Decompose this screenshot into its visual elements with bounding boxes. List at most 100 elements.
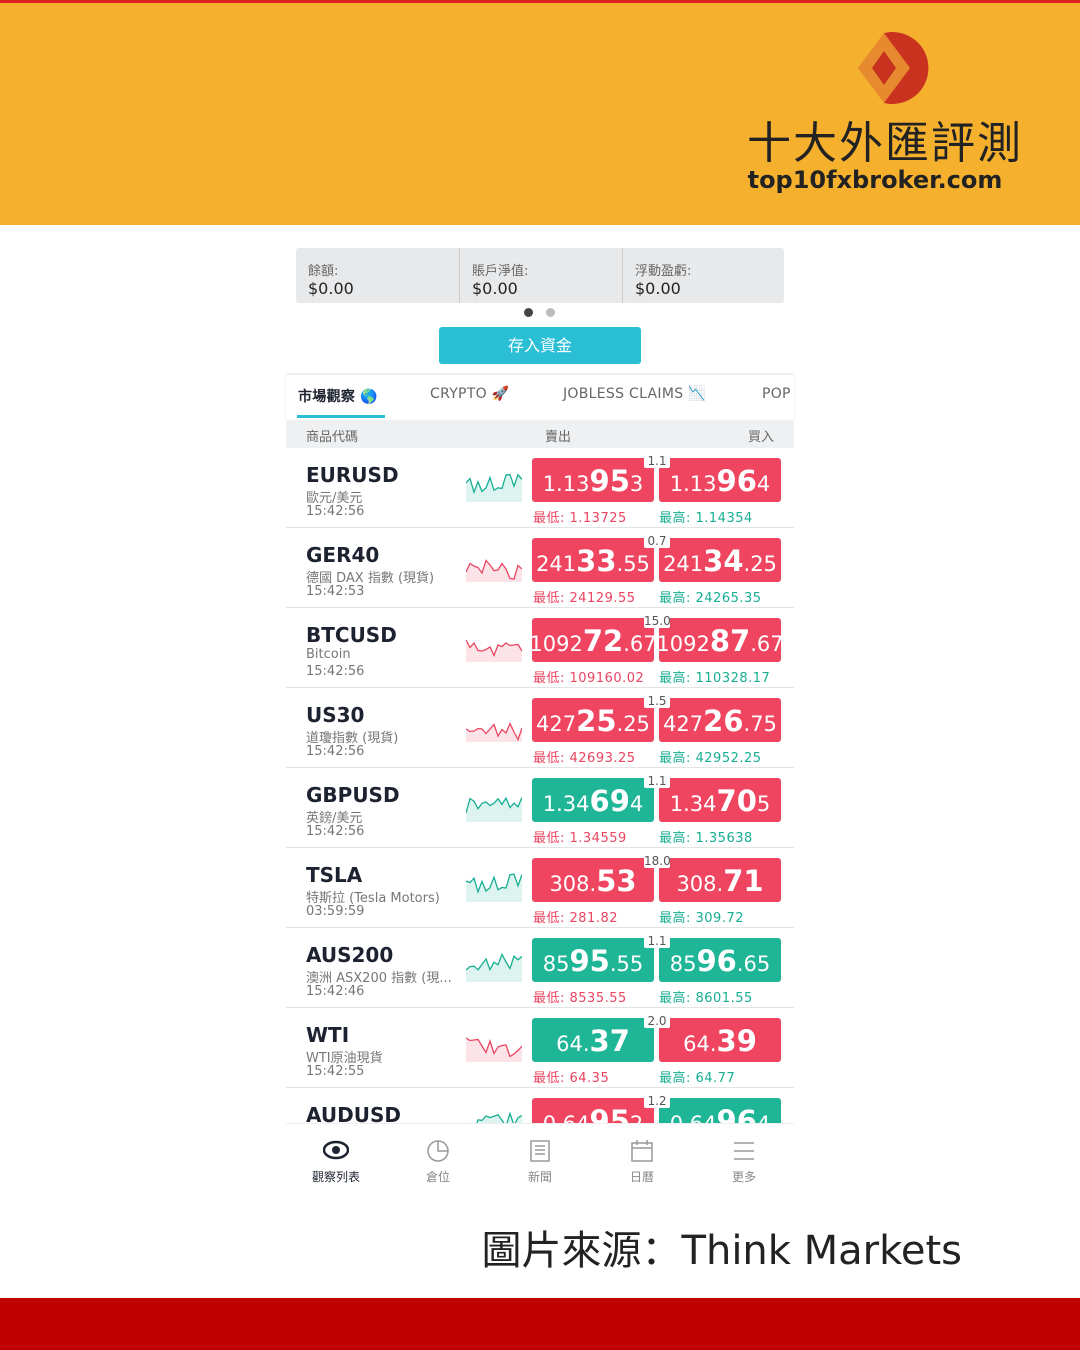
instrument-name: 英鎊/美元 [306,811,363,826]
nav-item[interactable]: 觀察列表 [296,1138,376,1185]
sell-header: 賣出 [545,430,572,445]
day-high: 最高: 309.72 [659,911,744,926]
account-label: 賬戶淨值: [472,264,529,279]
sell-price[interactable]: 0.64952 [532,1098,654,1123]
deposit-button[interactable]: 存入資金 [439,327,641,364]
day-high: 最高: 110328.17 [659,671,771,686]
buy-price[interactable]: 241 34.25 [659,538,781,582]
tab[interactable]: 市場觀察 🌎 [298,389,379,405]
quote-row[interactable]: GER40 德國 DAX 指數 (現貨) 15:42:53 241 33.55 241 34… [286,528,794,608]
price-part: 37 [589,1024,630,1058]
sparkline [466,873,522,902]
quote-row[interactable]: EURUSD 歐元/美元 15:42:56 1.13 95 3 1.13 96 4 1.1 最低: … [286,448,794,528]
day-low: 最低: 42693.25 [533,751,636,766]
price-part: 427 [663,712,704,736]
account-item: 浮動盈虧: $0.00 [622,248,785,303]
nav-bar [286,1123,794,1196]
buy-price[interactable]: 1092 87.67 [656,618,784,662]
day-low: 最低: 8535.55 [533,991,627,1006]
day-high: 最高: 42952.25 [659,751,762,766]
tab[interactable]: JOBLESS CLAIMS 📉 [563,386,706,402]
sell-price[interactable]: 64. 37 [532,1018,654,1062]
quote-row[interactable]: WTI WTI原油現貨 15:42:55 64. 37 64. 39 2.0 最低: 64.35… [286,1008,794,1088]
nav-icon [631,1140,653,1162]
day-low: 最低: 109160.02 [533,671,645,686]
sell-price[interactable]: 427 25.25 [532,698,654,742]
instrument-name: 道瓊指數 (現貨) [306,731,399,746]
day-low: 最低: 24129.55 [533,591,636,606]
nav-item[interactable]: 新聞 [500,1138,580,1185]
price-part: 34 [703,544,744,578]
spread: 1.2 [644,1094,670,1108]
spread: 18.0 [644,854,671,868]
buy-price[interactable]: 1.34 70 5 [659,778,781,822]
quote-row[interactable]: GBPUSD 英鎊/美元 15:42:56 1.34 69 4 1.34 70 5 1.1 最低: … [286,768,794,848]
buy-price[interactable]: 308. 71 [659,858,781,902]
sell-price[interactable]: 1.34 69 4 [532,778,654,822]
brand-name: 十大外匯評測 [747,118,1023,169]
quote-row[interactable]: TSLA 特斯拉 (Tesla Motors) 03:59:59 308. 53 308.… [286,848,794,928]
price-part: 0.64 [670,1112,717,1123]
buy-price[interactable]: 427 26.75 [659,698,781,742]
quote-row[interactable]: BTCUSD Bitcoin 15:42:56 1092 72.67 1092 87.67 1… [286,608,794,688]
price-part: 33 [576,544,617,578]
tab[interactable]: CRYPTO 🚀 [430,386,510,402]
page-dot[interactable] [524,308,533,317]
nav-item[interactable]: 倉位 [398,1138,478,1185]
sell-price[interactable]: 1.13 95 3 [532,458,654,502]
price-part: 4 [757,1112,770,1123]
buy-price[interactable]: 64. 39 [659,1018,781,1062]
price-part: 1.13 [542,472,590,496]
sparkline [469,1111,522,1123]
spread: 2.0 [644,1014,670,1028]
sell-price[interactable]: 241 33.55 [532,538,654,582]
price-part: 1092 [529,632,583,656]
account-value: $0.00 [308,279,354,298]
price-part: 64. [556,1032,590,1056]
price-part: .75 [743,712,777,736]
spread: 1.1 [644,934,670,948]
price-part: 0.64 [543,1112,590,1123]
spread: 0.7 [644,534,670,548]
nav-item[interactable]: 更多 [704,1138,784,1185]
day-low: 最低: 281.82 [533,911,618,926]
page-dot[interactable] [546,308,555,317]
buy-price[interactable]: 0.64964 [659,1098,781,1123]
day-high: 最高: 8601.55 [659,991,753,1006]
nav-label: 倉位 [425,1170,450,1184]
sparkline [466,559,522,582]
symbol: US30 [306,703,365,727]
symbol: EURUSD [306,463,399,487]
price-part: 241 [536,552,577,576]
quote-time: 15:42:56 [306,744,365,759]
price-part: .67 [623,632,657,656]
spread: 15.0 [644,614,671,628]
account-label: 餘額: [308,264,339,279]
quote-row[interactable]: AUDUSD0.649520.649641.2 [286,1088,794,1123]
price-part: 39 [716,1024,757,1058]
quote-time: 15:42:53 [306,584,365,599]
footer-band [0,1298,1080,1350]
price-part: 25 [576,704,617,738]
price-part: 3 [629,472,644,496]
quote-row[interactable]: US30 道瓊指數 (現貨) 15:42:56 427 25.25 427 26.75 1.5… [286,688,794,768]
symbol-header[interactable]: 商品代碼 [306,430,359,445]
day-low: 最低: 64.35 [533,1071,610,1086]
nav-icon [323,1140,349,1160]
price-part: 308. [676,872,724,896]
price-part: 96 [696,944,737,978]
sell-price[interactable]: 1092 72.67 [529,618,657,662]
quote-row[interactable]: AUS200 澳洲 ASX200 指數 (現... 15:42:46 85 95.55 8… [286,928,794,1008]
tab[interactable]: POP [762,386,791,402]
account-item: 餘額: $0.00 [296,248,458,303]
buy-price[interactable]: 1.13 96 4 [659,458,781,502]
quote-time: 15:42:55 [306,1064,365,1079]
nav-item[interactable]: 日曆 [602,1138,682,1185]
price-part: 1092 [656,632,710,656]
sell-price[interactable]: 308. 53 [532,858,654,902]
buy-price[interactable]: 85 96.65 [659,938,781,982]
price-part: 96 [716,464,757,498]
symbol: GER40 [306,543,380,567]
buy-header: 買入 [748,430,775,445]
sell-price[interactable]: 85 95.55 [532,938,654,982]
